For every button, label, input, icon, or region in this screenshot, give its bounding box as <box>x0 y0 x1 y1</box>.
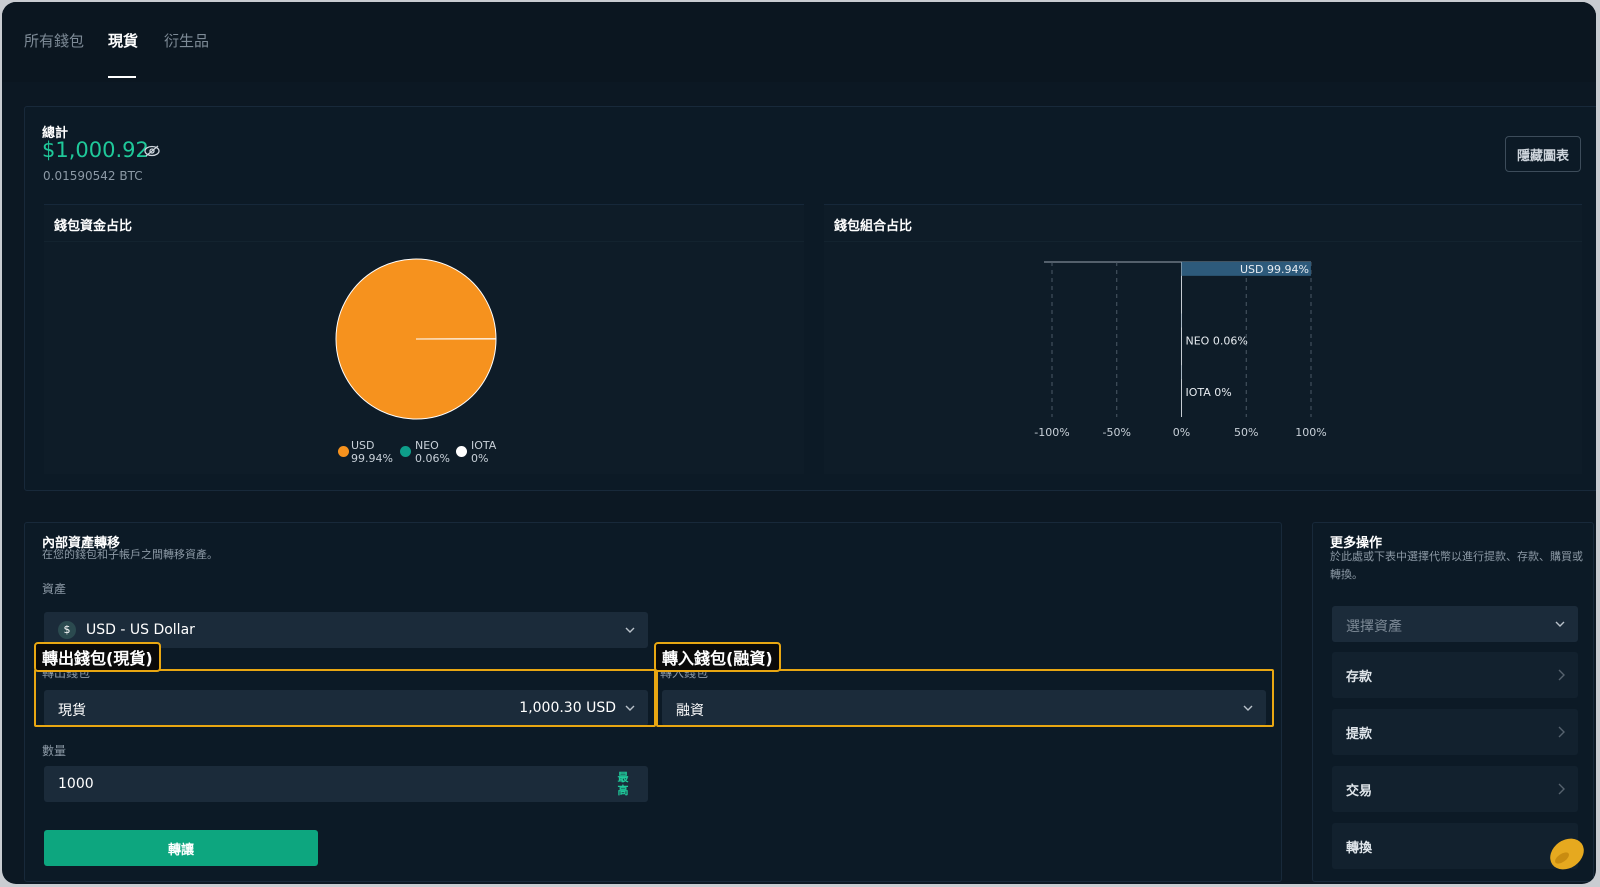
quantity-value: 1000 <box>58 776 94 792</box>
to-wallet-annotation: 轉入錢包(融資) <box>654 642 781 672</box>
action-trade[interactable]: 交易 <box>1332 766 1578 812</box>
btc-value: 0.01590542 BTC <box>43 169 143 183</box>
total-label: 總計 <box>42 126 69 141</box>
divider <box>824 241 1582 242</box>
more-actions-panel <box>1312 522 1594 882</box>
total-value: $1,000.92 <box>42 138 149 162</box>
action-withdraw-label: 提款 <box>1346 727 1373 742</box>
legend-usd-pct: 99.94% <box>351 452 393 465</box>
chevron-down-icon <box>1555 621 1565 627</box>
legend-iota-pct: 0% <box>471 452 489 465</box>
from-wallet-balance: 1,000.30 USD <box>519 700 616 716</box>
chevron-right-icon <box>1558 669 1565 681</box>
legend-neo-pct: 0.06% <box>415 452 450 465</box>
select-asset-dropdown[interactable]: 選擇資產 <box>1332 606 1578 642</box>
bar-chart-title: 錢包組合占比 <box>834 219 913 234</box>
bar-label-iota: IOTA 0% <box>1186 386 1232 399</box>
action-deposit-label: 存款 <box>1346 670 1373 685</box>
bar-usd <box>1181 261 1311 276</box>
bar-chart: -100% -50% 0% 50% 100% USD 99.94% NEO 0.06% IOT… <box>1034 261 1327 439</box>
divider <box>44 241 804 242</box>
to-wallet-select[interactable]: 融資 <box>662 690 1266 726</box>
legend-dot-usd <box>338 446 349 457</box>
x-tick-label: -50% <box>1103 426 1131 439</box>
bar-label-neo: NEO 0.06% <box>1186 335 1248 348</box>
transfer-title: 內部資產轉移 <box>42 536 121 551</box>
from-wallet-annotation: 轉出錢包(現貨) <box>34 642 161 672</box>
chevron-right-icon <box>1558 783 1565 795</box>
legend-dot-neo <box>400 446 411 457</box>
bar-label-usd: USD 99.94% <box>1240 263 1309 276</box>
more-actions-title: 更多操作 <box>1330 536 1383 551</box>
pie-chart <box>335 258 497 420</box>
transfer-button[interactable]: 轉讓 <box>44 830 318 866</box>
chevron-down-icon <box>625 705 635 711</box>
bean-icon[interactable] <box>1546 834 1588 874</box>
from-wallet-select[interactable]: 現貨 1,000.30 USD <box>44 690 648 726</box>
active-tab-indicator <box>108 76 136 78</box>
chevron-right-icon <box>1558 726 1565 738</box>
bar-chart-card: 錢包組合占比 -100% -50% 0% 50% 100% USD 99.94% NEO 0… <box>824 204 1582 474</box>
action-deposit[interactable]: 存款 <box>1332 652 1578 698</box>
wallet-tabs: 所有錢包 現貨 衍生品 <box>2 2 1596 82</box>
tab-all-wallets[interactable]: 所有錢包 <box>24 32 85 50</box>
max-button[interactable]: 最高 <box>617 771 629 797</box>
tab-derivatives[interactable]: 衍生品 <box>164 32 210 50</box>
x-tick-label: -100% <box>1034 426 1069 439</box>
pie-chart-card: 錢包資金占比 USD 99.94% NEO 0.06% IOTA 0% <box>44 204 804 474</box>
more-actions-subtitle: 於此處或下表中選擇代幣以進行提款、存款、購買或轉換。 <box>1330 550 1583 581</box>
legend-neo-name: NEO <box>415 439 439 452</box>
asset-select[interactable]: $ USD - US Dollar <box>44 612 648 648</box>
chevron-down-icon <box>1243 705 1253 711</box>
action-convert[interactable]: 轉換 <box>1332 823 1578 869</box>
quantity-label: 數量 <box>42 744 67 758</box>
eye-icon[interactable] <box>144 145 160 157</box>
chevron-down-icon <box>625 627 635 633</box>
to-wallet-highlight <box>656 669 1274 727</box>
hide-chart-button[interactable]: 隱藏圖表 <box>1505 136 1581 172</box>
x-tick-label: 0% <box>1173 426 1190 439</box>
asset-label: 資產 <box>42 582 67 596</box>
select-asset-placeholder: 選擇資產 <box>1346 619 1402 635</box>
action-trade-label: 交易 <box>1346 784 1373 799</box>
dollar-icon: $ <box>58 621 76 639</box>
from-wallet-value: 現貨 <box>58 703 86 719</box>
from-wallet-highlight <box>34 669 656 727</box>
x-tick-label: 100% <box>1295 426 1326 439</box>
pie-chart-title: 錢包資金占比 <box>54 219 133 234</box>
legend-iota-name: IOTA <box>471 439 497 452</box>
action-convert-label: 轉換 <box>1346 841 1373 856</box>
quantity-input[interactable]: 1000 最高 <box>44 766 648 802</box>
legend-dot-iota <box>456 446 467 457</box>
transfer-subtitle: 在您的錢包和子帳戶之間轉移資產。 <box>42 548 218 561</box>
tab-spot[interactable]: 現貨 <box>108 32 139 50</box>
action-withdraw[interactable]: 提款 <box>1332 709 1578 755</box>
x-tick-label: 50% <box>1234 426 1258 439</box>
to-wallet-value: 融資 <box>676 703 704 719</box>
asset-value: USD - US Dollar <box>86 622 195 638</box>
legend-usd-name: USD <box>351 439 375 452</box>
